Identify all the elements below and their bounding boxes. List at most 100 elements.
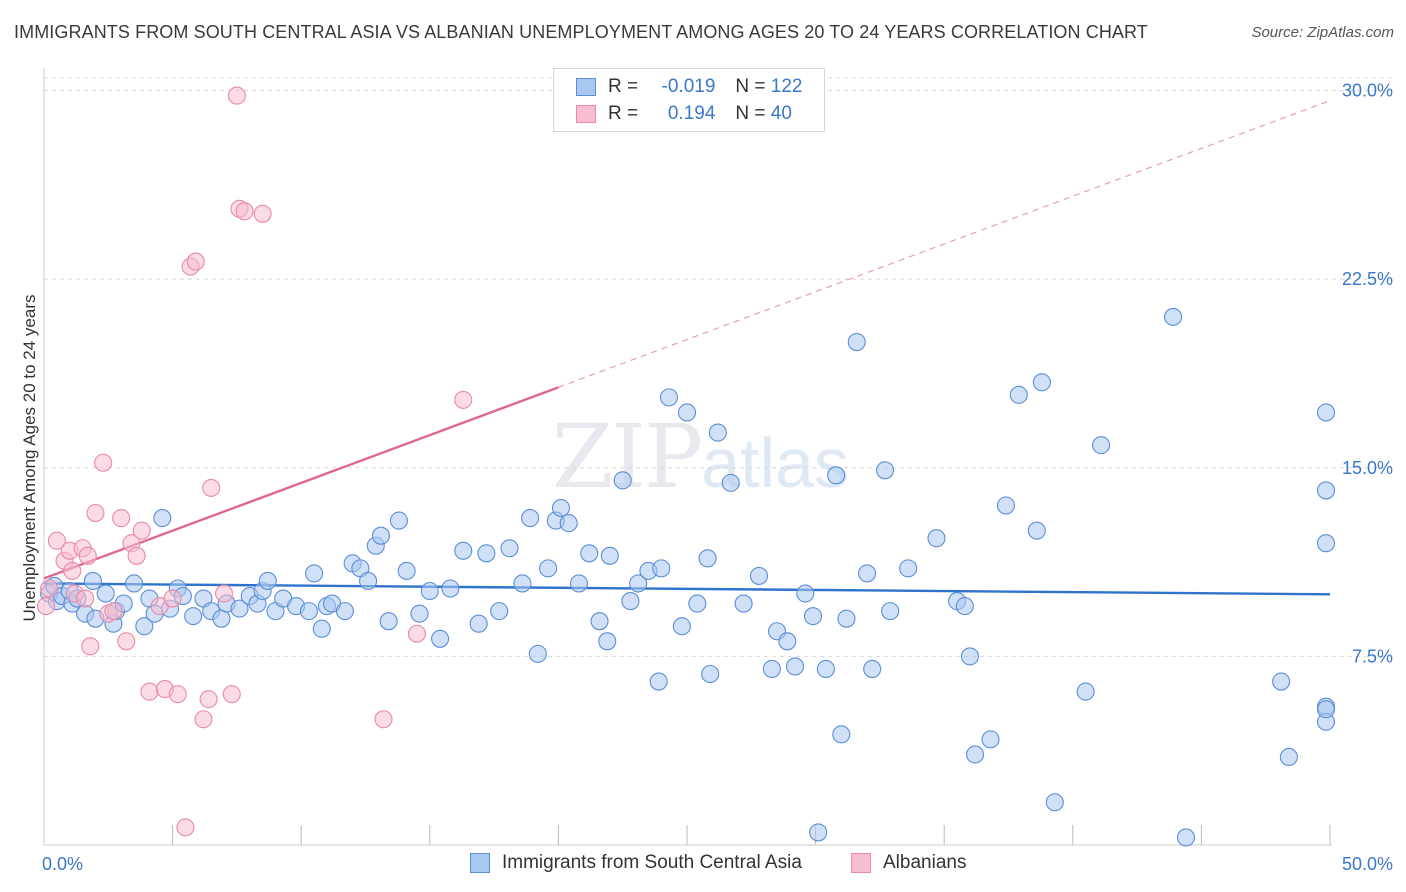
blue-data-point xyxy=(135,617,154,636)
pink-data-point xyxy=(78,546,97,565)
blue-data-point xyxy=(590,612,609,631)
pink-data-point xyxy=(36,597,56,616)
pink-data-point xyxy=(63,561,82,580)
pink-trend-extrapolation xyxy=(558,100,1331,388)
blue-data-point xyxy=(96,584,115,603)
blue-data-point xyxy=(613,471,632,490)
stats-legend: R = -0.019 N = 122 R = 0.194 N = 40 xyxy=(553,68,825,132)
blue-data-point xyxy=(359,571,378,591)
watermark-zip: ZIP xyxy=(552,405,703,508)
blue-data-point xyxy=(688,594,707,613)
blue-data-point xyxy=(659,388,679,407)
pink-data-point xyxy=(81,637,100,656)
blue-data-point xyxy=(698,549,717,568)
blue-data-point xyxy=(816,659,835,679)
pink-data-point xyxy=(104,602,123,621)
trend-layer xyxy=(43,100,1331,596)
legend-r-value-pink: 0.194 xyxy=(667,103,716,124)
pink-data-point xyxy=(168,685,187,704)
points-layer xyxy=(36,86,1336,847)
blue-data-point xyxy=(389,511,408,530)
blue-data-point xyxy=(621,592,640,611)
blue-data-point xyxy=(420,581,439,601)
blue-data-point xyxy=(559,514,578,533)
blue-data-point xyxy=(477,544,496,563)
pink-data-point xyxy=(454,390,473,409)
blue-data-point xyxy=(652,559,671,578)
legend-swatch-blue xyxy=(576,78,596,96)
y-tick-label: 30.0% xyxy=(1342,81,1393,101)
pink-data-point xyxy=(94,453,113,472)
blue-data-point xyxy=(1076,682,1095,701)
pink-data-point xyxy=(374,710,393,729)
blue-data-point xyxy=(1092,436,1111,455)
legend-r-label: R = xyxy=(608,103,639,124)
blue-data-point xyxy=(734,594,753,613)
y-tick-label: 22.5% xyxy=(1342,269,1393,289)
blue-trend-line xyxy=(43,582,1331,596)
blue-data-point xyxy=(335,602,354,621)
pink-data-point xyxy=(253,204,272,223)
blue-data-point xyxy=(230,599,249,618)
blue-data-point xyxy=(899,559,918,578)
blue-data-point xyxy=(1009,385,1028,404)
blue-data-point xyxy=(1032,373,1051,392)
x-tick-label: 0.0% xyxy=(42,854,83,874)
legend-r-value-blue: -0.019 xyxy=(661,76,716,97)
pink-data-point xyxy=(127,546,146,565)
series-legend-item-blue[interactable]: Immigrants from South Central Asia xyxy=(470,852,802,874)
blue-data-point xyxy=(1176,828,1196,847)
blue-data-point xyxy=(796,584,815,603)
blue-data-point xyxy=(1316,534,1336,553)
blue-data-point xyxy=(955,597,974,616)
pink-data-point xyxy=(132,521,151,540)
blue-data-point xyxy=(397,561,416,580)
blue-data-point xyxy=(837,609,856,628)
blue-data-point xyxy=(528,644,547,663)
legend-row-pink: R = 0.194 N = 40 xyxy=(576,102,792,126)
source-label: Source: ZipAtlas.com xyxy=(1251,24,1394,41)
pink-data-point xyxy=(163,589,182,608)
blue-data-point xyxy=(569,574,589,593)
pink-data-point xyxy=(186,252,205,271)
blue-data-point xyxy=(701,664,720,684)
blue-data-point xyxy=(580,544,599,563)
pink-data-point xyxy=(222,685,241,704)
blue-data-point xyxy=(1316,481,1336,500)
pink-data-point xyxy=(40,579,59,598)
series-swatch-pink xyxy=(851,853,871,873)
blue-data-point xyxy=(1272,672,1291,691)
tick-labels-layer: 7.5% 15.0% 22.5% 30.0% 0.0% 50.0% xyxy=(42,81,1393,874)
pink-data-point xyxy=(117,632,136,651)
pink-data-point xyxy=(407,624,426,643)
blue-data-point xyxy=(124,574,144,593)
blue-data-point xyxy=(312,619,331,638)
blue-data-point xyxy=(258,571,277,591)
blue-data-point xyxy=(927,529,946,548)
blue-data-point xyxy=(966,745,985,764)
blue-data-point xyxy=(305,564,324,583)
pink-data-point xyxy=(227,86,246,105)
blue-data-point xyxy=(410,604,429,623)
blue-data-point xyxy=(299,602,318,621)
blue-data-point xyxy=(184,607,203,626)
blue-data-point xyxy=(1164,307,1183,326)
blue-data-point xyxy=(629,574,648,593)
blue-data-point xyxy=(513,574,532,593)
blue-data-point xyxy=(153,509,172,528)
blue-data-point xyxy=(875,461,895,480)
legend-n-label: N = xyxy=(735,76,766,97)
series-legend-label-blue: Immigrants from South Central Asia xyxy=(502,852,802,873)
legend-swatch-pink xyxy=(576,105,596,123)
blue-data-point xyxy=(857,564,877,583)
blue-data-point xyxy=(551,498,571,518)
blue-data-point xyxy=(521,509,540,528)
pink-data-point xyxy=(47,531,66,550)
blue-data-point xyxy=(832,725,851,744)
series-swatch-blue xyxy=(470,853,490,873)
blue-data-point xyxy=(749,566,769,585)
y-tick-label: 7.5% xyxy=(1352,646,1393,666)
blue-data-point xyxy=(672,617,691,636)
series-legend-item-pink[interactable]: Albanians xyxy=(851,852,966,874)
axis-layer xyxy=(43,68,1332,846)
